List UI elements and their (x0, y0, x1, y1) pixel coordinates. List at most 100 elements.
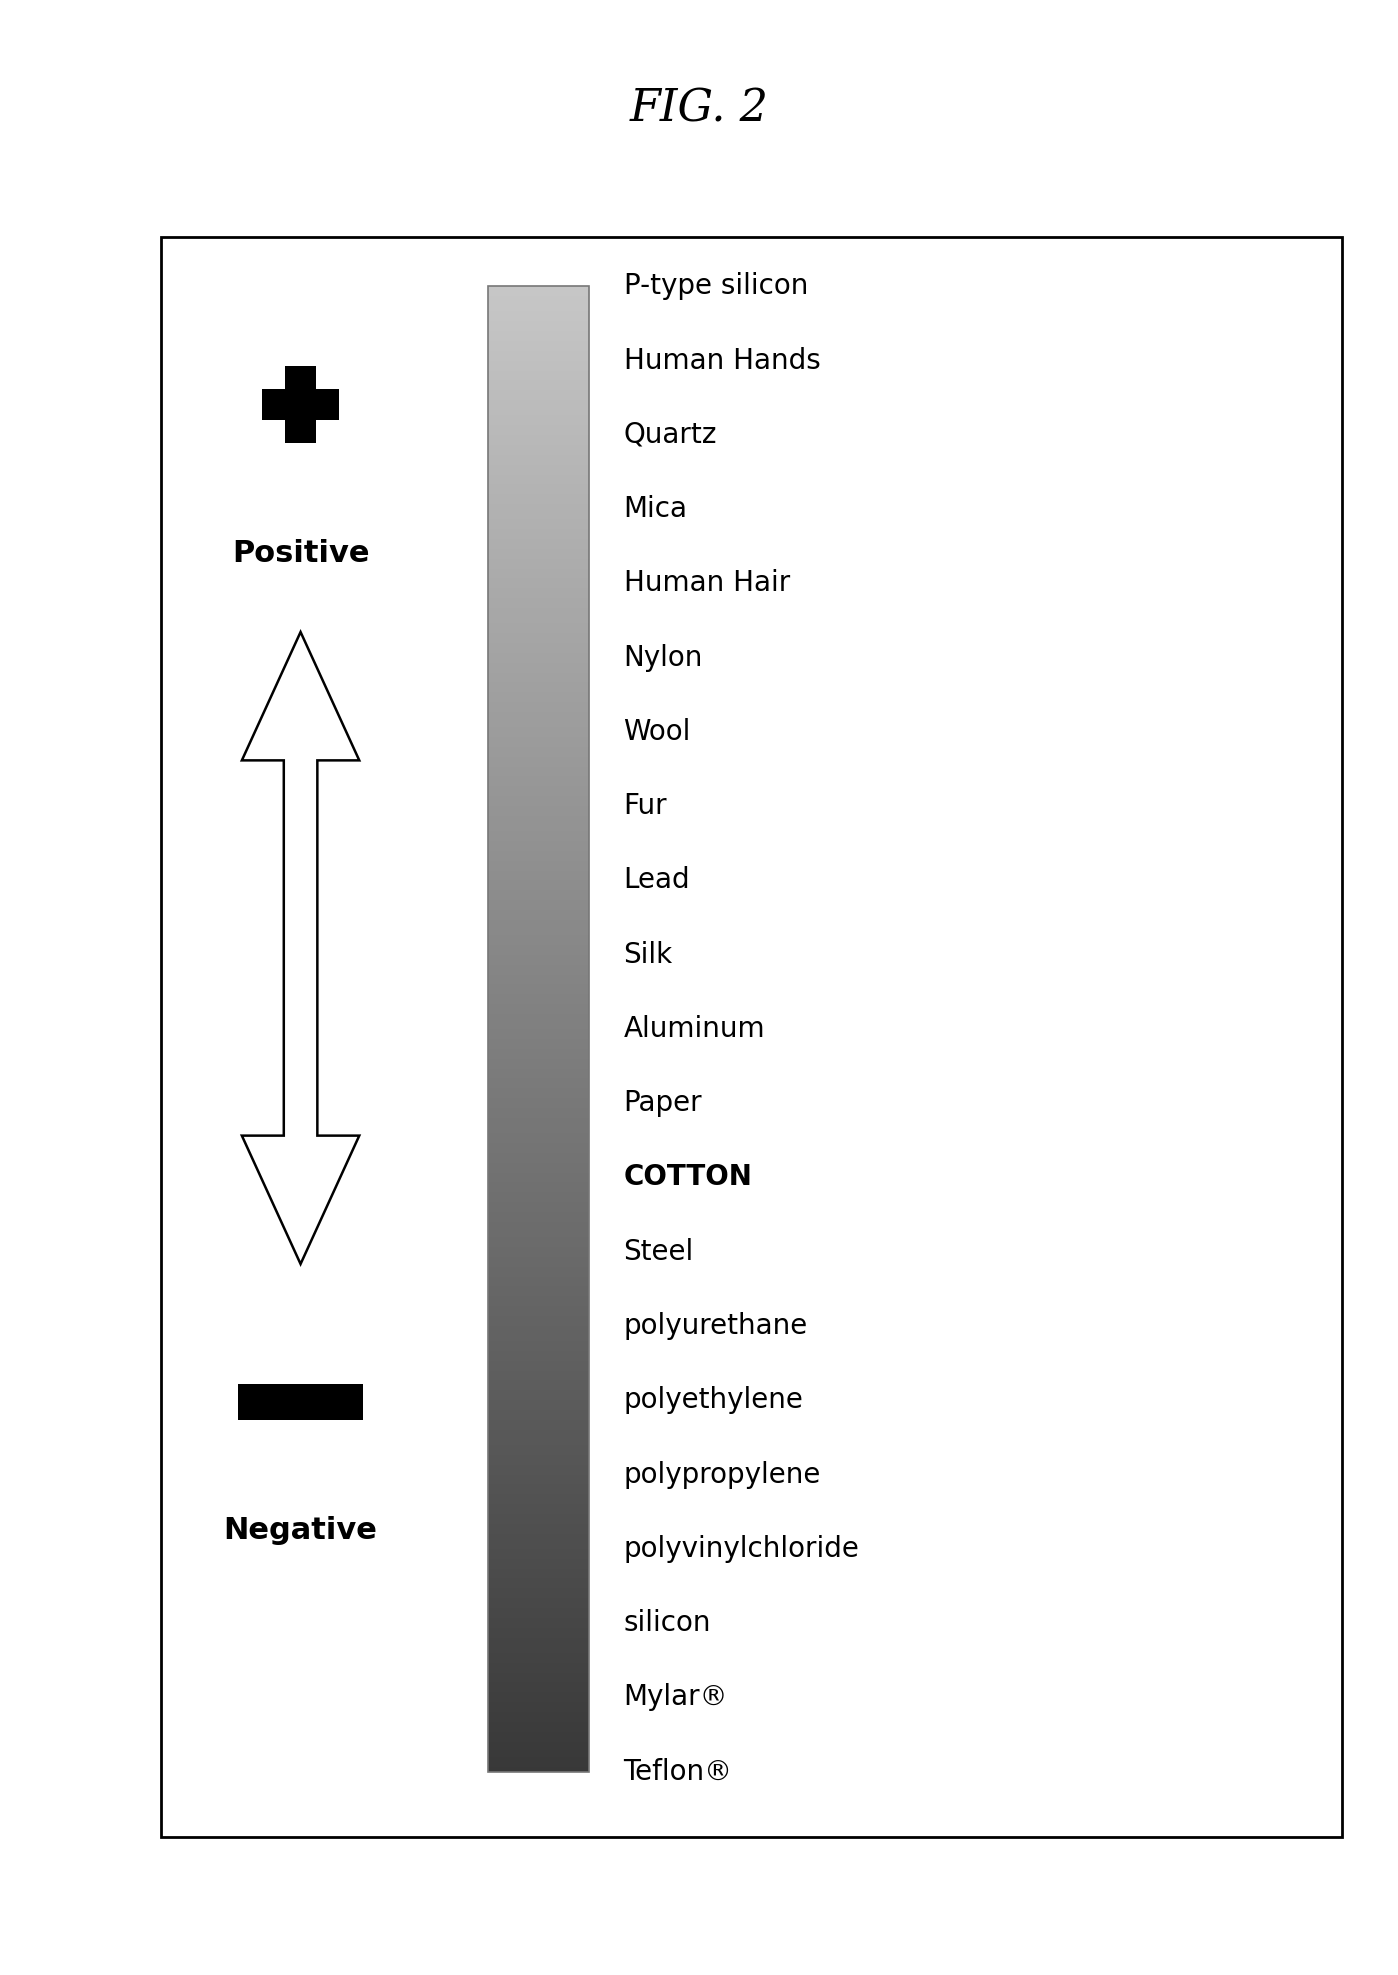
Text: Human Hands: Human Hands (624, 348, 821, 375)
Bar (488, 747, 589, 752)
Bar (488, 950, 589, 954)
Bar (488, 401, 589, 405)
Text: polypropylene: polypropylene (624, 1462, 821, 1489)
Bar (488, 628, 589, 632)
Bar (488, 1554, 589, 1558)
Text: Wool: Wool (624, 719, 691, 747)
Bar (488, 683, 589, 687)
Text: Quartz: Quartz (624, 421, 717, 448)
Bar (488, 1465, 589, 1469)
Bar (488, 1345, 589, 1351)
Bar (488, 1519, 589, 1525)
Bar (488, 1023, 589, 1029)
Bar (488, 664, 589, 668)
Bar (488, 1410, 589, 1416)
Bar (488, 1766, 589, 1772)
Bar (488, 1029, 589, 1035)
Bar (488, 1039, 589, 1045)
Bar (488, 1296, 589, 1302)
Bar (488, 1732, 589, 1736)
Bar (488, 1539, 589, 1544)
Bar (488, 1059, 589, 1065)
Bar (488, 934, 589, 940)
Bar (488, 1390, 589, 1394)
Bar (488, 1325, 589, 1331)
Bar (488, 772, 589, 776)
Bar (488, 1223, 589, 1226)
Text: Mylar®: Mylar® (624, 1683, 728, 1710)
Bar (488, 514, 589, 519)
Bar (488, 1578, 589, 1584)
Bar (488, 1262, 589, 1266)
Bar (488, 1574, 589, 1578)
Bar (488, 1197, 589, 1203)
Bar (488, 980, 589, 984)
Bar (488, 1302, 589, 1305)
Bar (488, 411, 589, 415)
Bar (488, 792, 589, 796)
Bar (488, 1153, 589, 1157)
Polygon shape (242, 632, 359, 1264)
Text: COTTON: COTTON (624, 1163, 752, 1191)
Text: Aluminum: Aluminum (624, 1015, 765, 1043)
Bar (488, 381, 589, 385)
Bar (488, 529, 589, 533)
Bar (488, 1756, 589, 1762)
Text: Mica: Mica (624, 496, 688, 523)
Bar (488, 1286, 589, 1292)
Text: Silk: Silk (624, 940, 672, 968)
Bar (488, 1608, 589, 1614)
Bar (488, 1321, 589, 1325)
Bar (488, 1394, 589, 1400)
Bar (488, 1762, 589, 1766)
Bar (488, 940, 589, 944)
Bar (488, 454, 589, 460)
Text: Human Hair: Human Hair (624, 569, 790, 596)
Bar (488, 563, 589, 569)
Bar (488, 1505, 589, 1509)
Bar (488, 1535, 589, 1539)
Bar (488, 930, 589, 934)
Bar (488, 1746, 589, 1752)
Bar (488, 1246, 589, 1252)
Bar (488, 954, 589, 960)
Bar (488, 989, 589, 993)
Bar (488, 1147, 589, 1153)
Bar (488, 1716, 589, 1722)
Bar (488, 1568, 589, 1574)
Bar (488, 1558, 589, 1564)
Bar (488, 786, 589, 792)
Bar (488, 673, 589, 677)
Bar (488, 632, 589, 638)
Bar (488, 589, 589, 592)
Bar (488, 474, 589, 480)
Bar (488, 1687, 589, 1693)
Bar (161, 237, 1342, 1837)
Bar (488, 1365, 589, 1371)
Bar (488, 1236, 589, 1242)
Bar (488, 375, 589, 381)
Bar (488, 543, 589, 549)
Bar (488, 336, 589, 342)
Bar (488, 1598, 589, 1604)
Bar (488, 1450, 589, 1456)
Bar (488, 434, 589, 440)
Bar (488, 1667, 589, 1673)
Bar (488, 1604, 589, 1608)
Bar (488, 642, 589, 648)
Bar (488, 1183, 589, 1187)
Bar (488, 322, 589, 326)
Bar (488, 984, 589, 989)
Bar (488, 924, 589, 930)
Bar (488, 1371, 589, 1375)
Bar (488, 286, 589, 1772)
Bar (488, 1193, 589, 1197)
Bar (488, 845, 589, 851)
Bar (488, 831, 589, 835)
Bar (488, 1282, 589, 1286)
Bar (488, 450, 589, 454)
Bar (488, 464, 589, 470)
Bar (488, 1446, 589, 1450)
Bar (488, 871, 589, 875)
Bar (488, 494, 589, 500)
